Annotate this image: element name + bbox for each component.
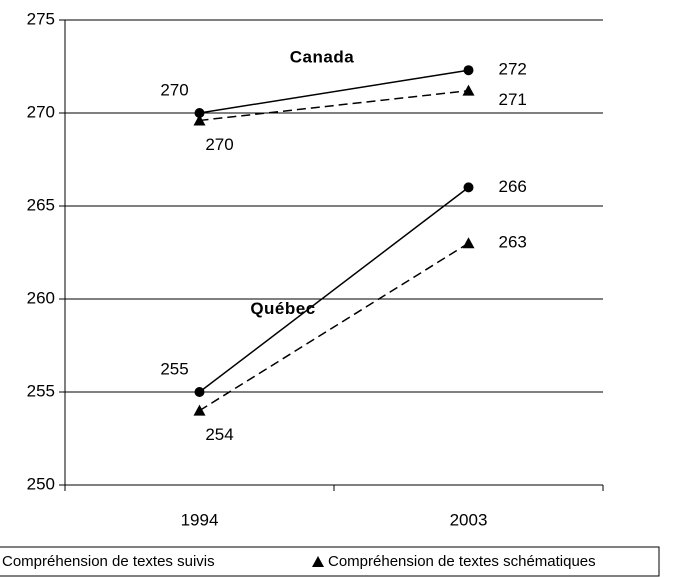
data-label: 270 [205,135,233,154]
data-label: 266 [499,177,527,196]
data-label: 270 [160,80,188,99]
y-tick-label: 270 [27,102,55,121]
point [193,114,206,126]
region-label: Québec [250,299,315,318]
y-tick-label: 260 [27,288,55,307]
data-label: 254 [205,425,233,444]
x-tick-label: 1994 [181,510,219,529]
y-tick-label: 265 [27,195,55,214]
data-label: 272 [499,60,527,79]
point [463,65,474,76]
line [199,242,469,412]
data-label: 263 [499,233,527,252]
line [199,186,469,393]
y-tick-label: 255 [27,381,55,400]
data-label: 255 [160,359,188,378]
point [462,84,475,96]
point [193,404,206,416]
point [194,387,205,397]
region-label: Canada [290,48,354,67]
line [199,69,469,114]
legend-box [0,546,660,577]
legend-label: Compréhension de textes suivis [2,553,215,570]
point [462,237,475,249]
point [463,182,474,193]
data-label: 271 [499,90,527,109]
y-tick-label: 275 [27,9,55,28]
line [199,89,469,122]
point [312,556,324,567]
point [194,108,205,118]
legend-label: Compréhension de textes schématiques [328,553,596,570]
y-tick-label: 250 [27,474,55,493]
x-tick-label: 2003 [450,510,488,529]
